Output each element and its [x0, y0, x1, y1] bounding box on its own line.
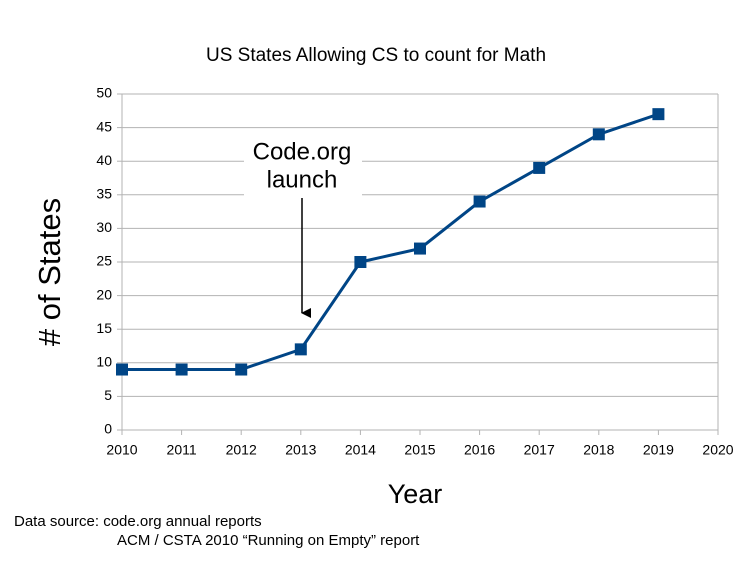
annotation-bg — [244, 138, 362, 196]
annotation: Code.org — [253, 138, 352, 165]
data-point — [592, 128, 605, 141]
data-point — [175, 363, 188, 376]
y-tick-label: 15 — [96, 320, 112, 336]
y-tick-label: 5 — [104, 387, 112, 403]
data-point — [414, 242, 426, 255]
x-tick-label: 2015 — [404, 442, 435, 458]
x-tick-label: 2016 — [464, 442, 495, 458]
data-point — [652, 108, 665, 121]
source-note: Data source: code.org annual reports — [14, 513, 262, 530]
y-tick-label: 0 — [104, 421, 112, 437]
y-tick-label: 40 — [96, 152, 112, 168]
data-point — [116, 363, 128, 376]
data-point — [473, 195, 486, 208]
x-axis-label: Year — [388, 479, 443, 509]
y-axis-label: # of States — [32, 198, 67, 346]
x-tick-label: 2010 — [106, 442, 137, 458]
data-point — [533, 161, 546, 174]
data-line — [122, 112, 659, 372]
y-tick-label: 25 — [96, 253, 112, 269]
x-tick-label: 2013 — [285, 442, 316, 458]
x-tick-label: 2018 — [583, 442, 614, 458]
y-tick-label: 45 — [96, 118, 112, 134]
annotation: launch — [267, 166, 338, 193]
data-point — [235, 363, 248, 376]
data-point — [294, 343, 307, 356]
chart-title: US States Allowing CS to count for Math — [206, 45, 546, 66]
y-tick-label: 35 — [96, 186, 112, 202]
y-tick-label: 20 — [96, 286, 112, 302]
x-tick-label: 2017 — [524, 442, 555, 458]
x-tick-label: 2011 — [167, 442, 197, 458]
y-tick-label: 10 — [96, 354, 112, 370]
x-tick-label: 2014 — [345, 442, 376, 458]
x-tick-label: 2020 — [702, 442, 733, 458]
source-note: ACM / CSTA 2010 “Running on Empty” repor… — [117, 532, 420, 549]
x-tick-label: 2012 — [226, 442, 257, 458]
x-tick-label: 2019 — [643, 442, 674, 458]
y-tick-label: 30 — [96, 219, 112, 235]
data-point — [354, 256, 367, 268]
y-tick-label: 50 — [96, 85, 112, 101]
